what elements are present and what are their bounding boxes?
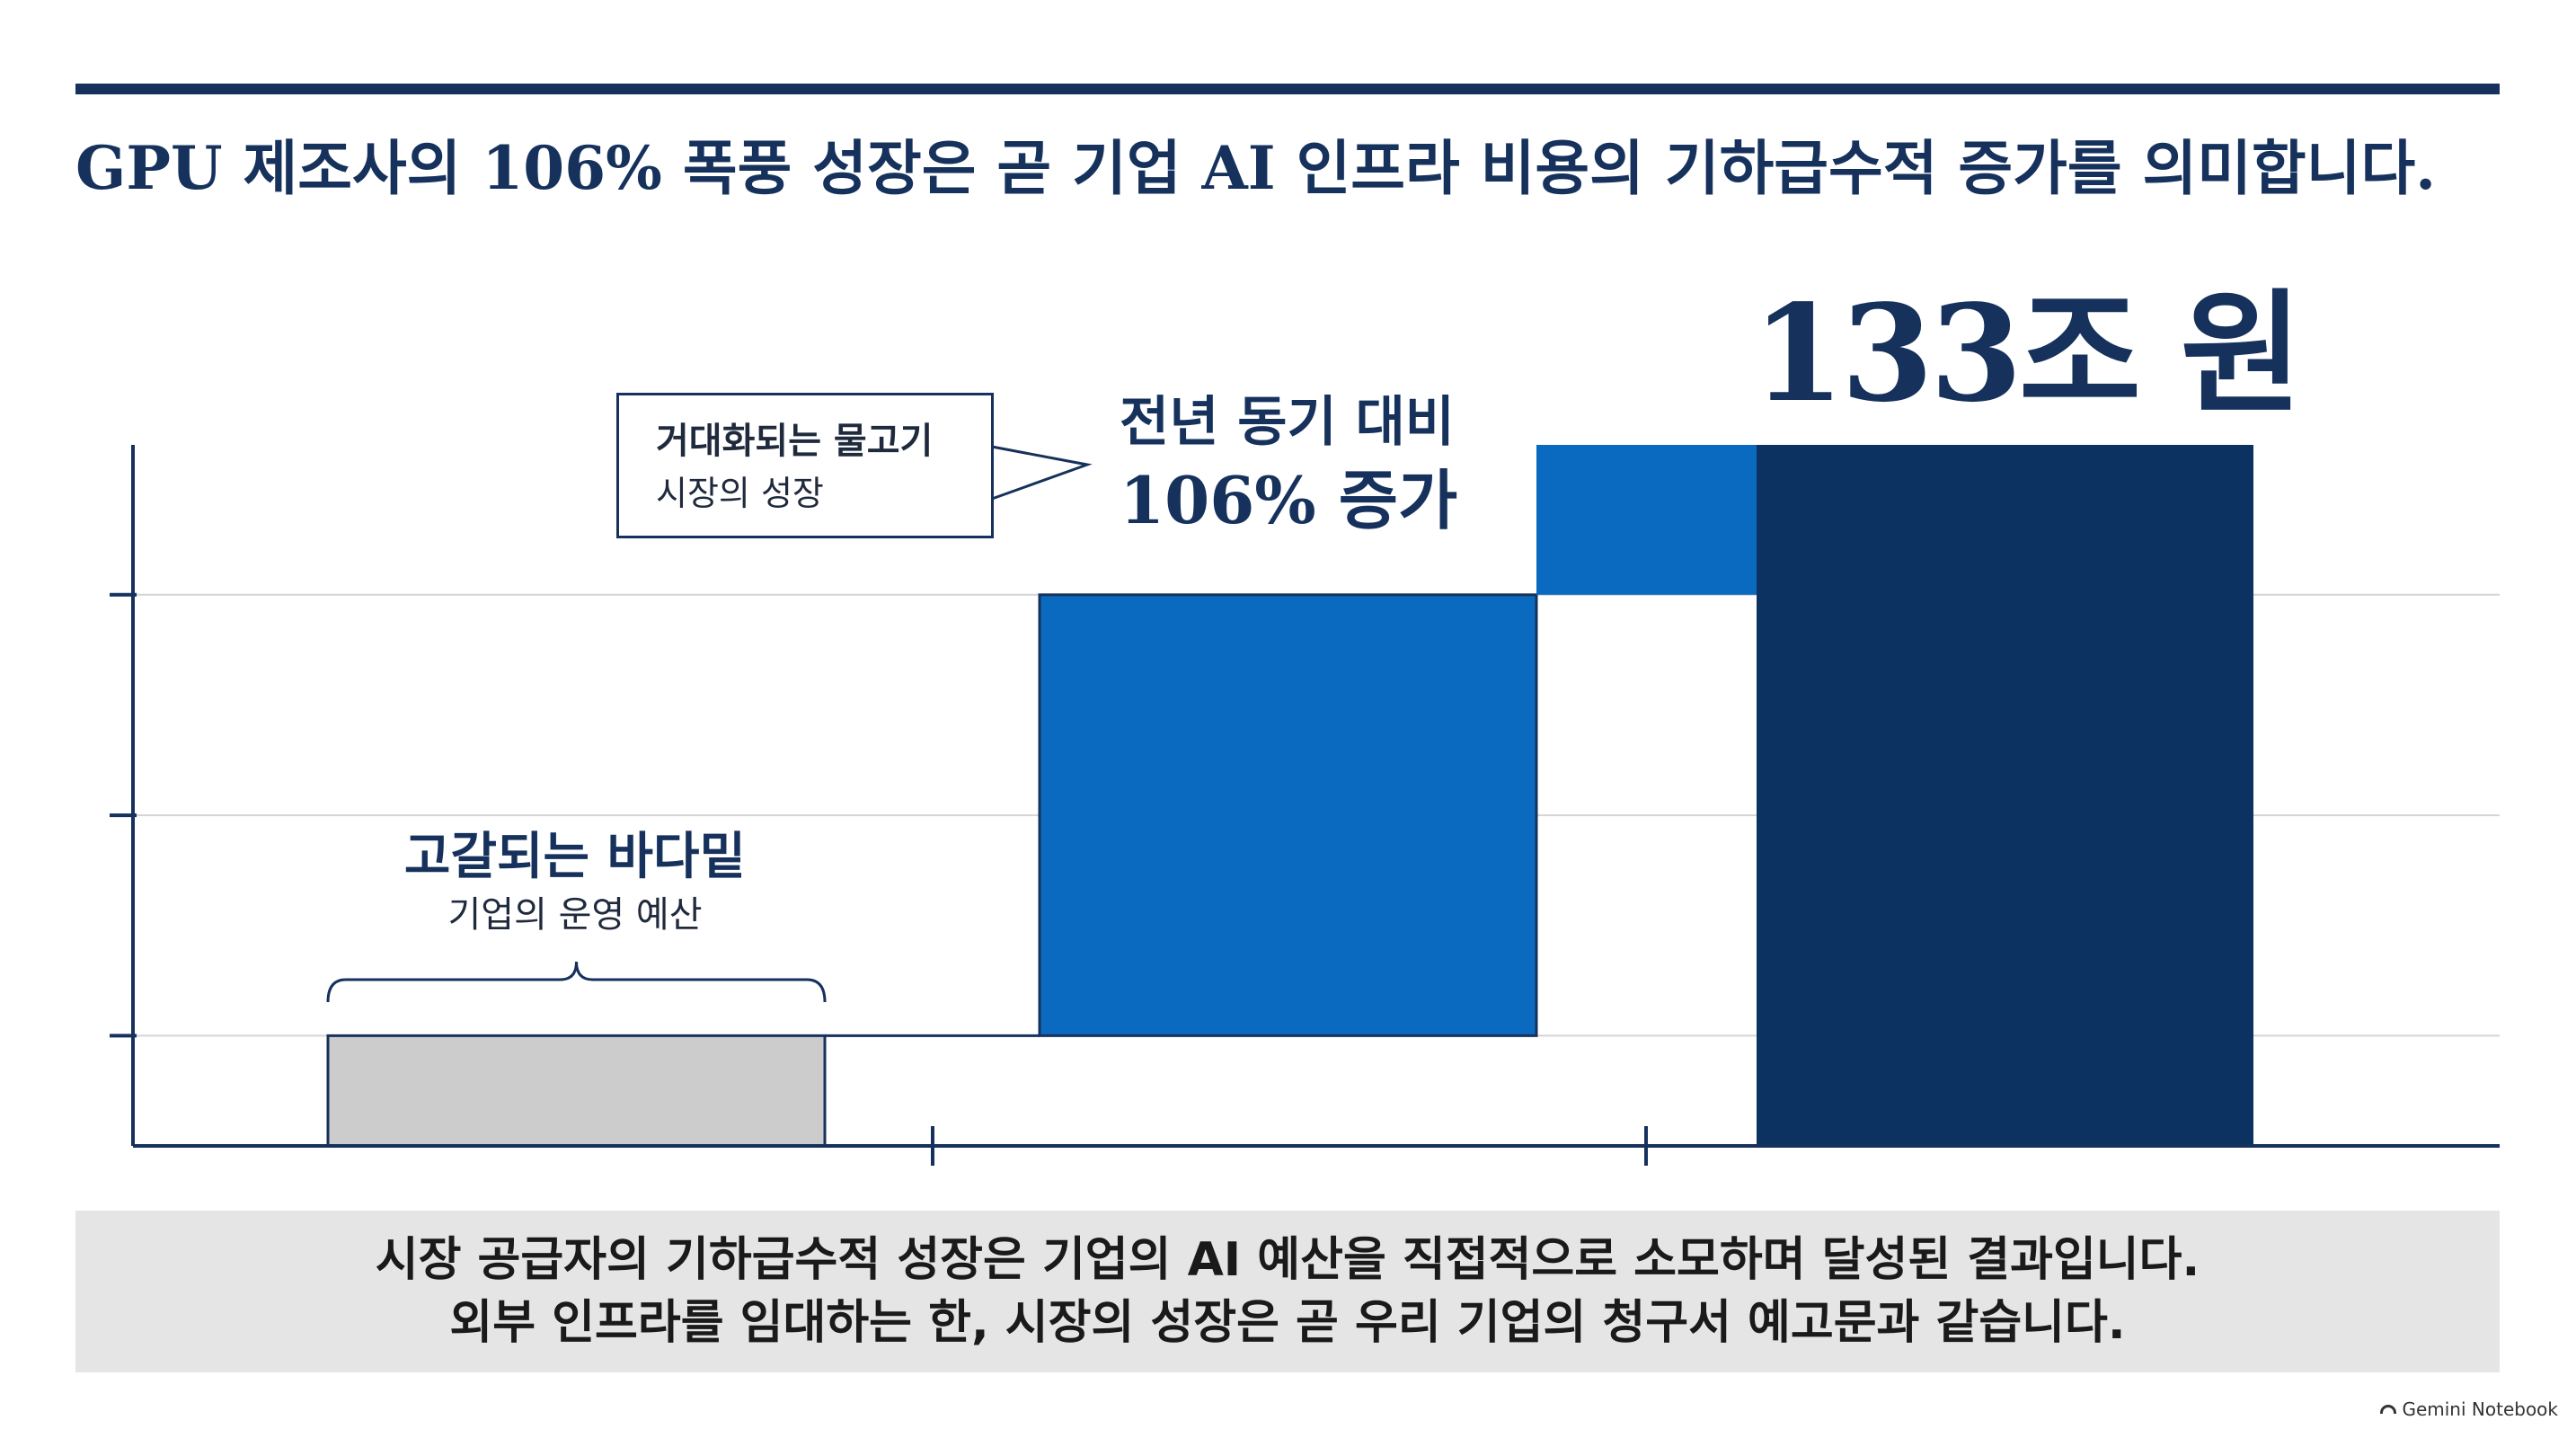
bracket-icon xyxy=(326,961,827,1003)
footer-summary: 시장 공급자의 기하급수적 성장은 기업의 AI 예산을 직접적으로 소모하며 … xyxy=(75,1211,2500,1372)
gemini-logo-icon xyxy=(2380,1405,2397,1414)
growth-label: 전년 동기 대비 xyxy=(1120,391,1455,454)
footer-line-2: 외부 인프라를 임대하는 한, 시장의 성장은 곧 우리 기업의 청구서 예고문… xyxy=(449,1296,2126,1350)
growth-value: 106% 증가 xyxy=(1120,462,1458,538)
callout-title: 거대화되는 물고기 xyxy=(656,421,934,462)
callout-subtitle: 시장의 성장 xyxy=(656,474,824,513)
bar-market-growth xyxy=(1038,593,1538,1037)
bar-growth-step xyxy=(1536,445,1757,595)
total-value-label: 133조 원 xyxy=(1752,275,2303,431)
small-bar-title: 고갈되는 바다밑 xyxy=(403,828,747,886)
callout-box xyxy=(616,393,994,538)
bar-total xyxy=(1757,445,2253,1146)
callout-pointer-icon xyxy=(991,445,1093,501)
top-rule xyxy=(75,84,2500,94)
bar-operating-budget xyxy=(326,1034,827,1148)
footer-line-1: 시장 공급자의 기하급수적 성장은 기업의 AI 예산을 직접적으로 소모하며 … xyxy=(375,1233,2200,1287)
page-title: GPU 제조사의 106% 폭풍 성장은 곧 기업 AI 인프라 비용의 기하급… xyxy=(75,133,2437,203)
waterfall-chart xyxy=(110,445,2500,1166)
small-bar-subtitle: 기업의 운영 예산 xyxy=(447,894,703,936)
watermark: Gemini Notebook xyxy=(2380,1398,2558,1420)
watermark-text: Gemini Notebook xyxy=(2402,1398,2558,1420)
